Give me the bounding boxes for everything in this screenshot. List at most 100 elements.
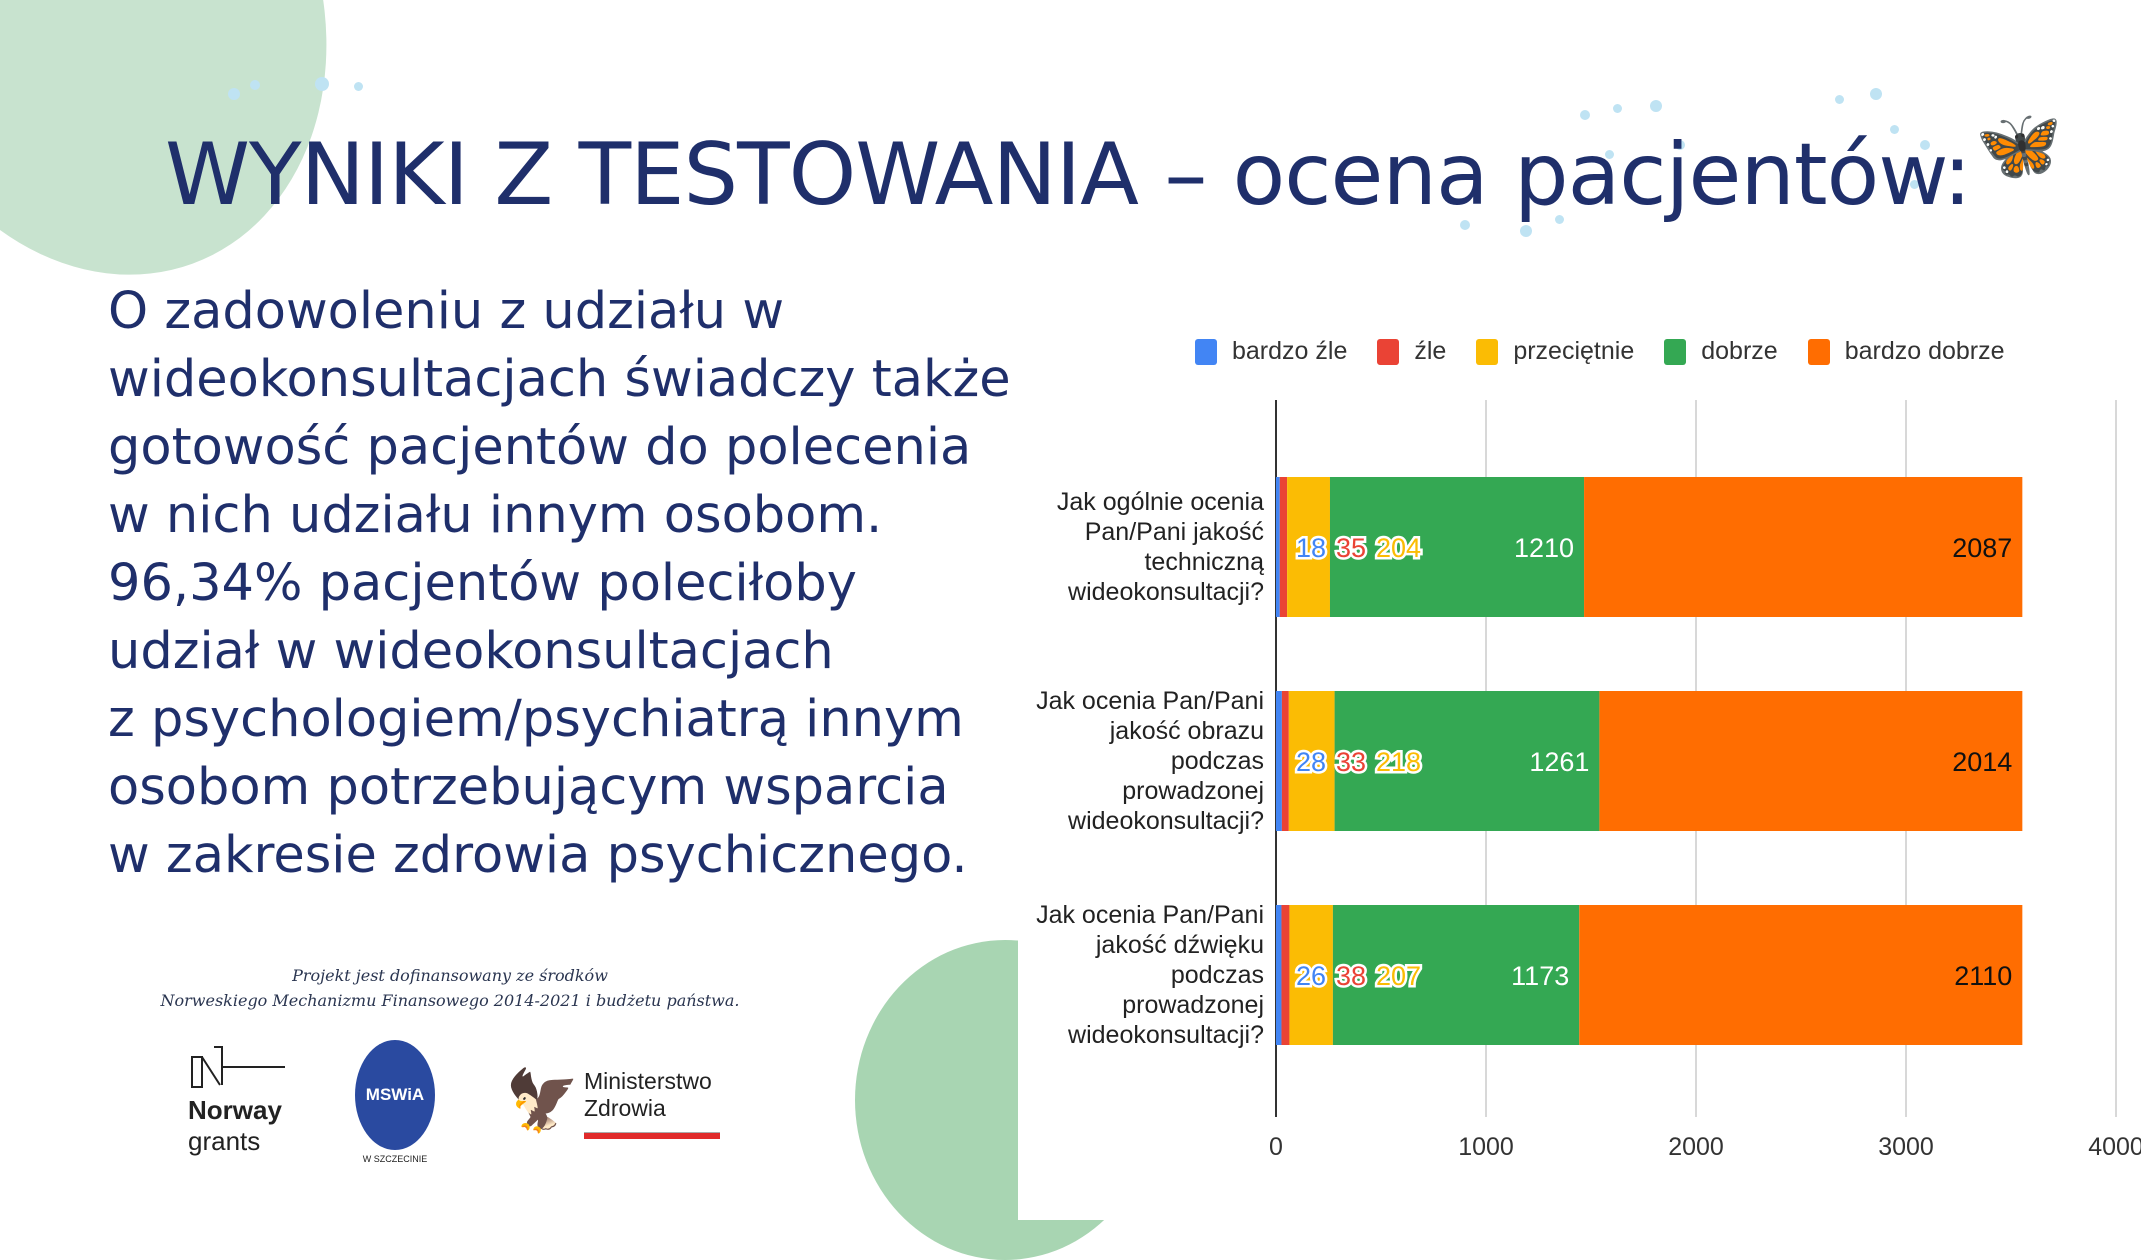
category-label-line: prowadzonej	[1122, 991, 1264, 1019]
norway-grants-logo: Norway grants	[188, 1045, 285, 1157]
bar-segment-3	[1329, 477, 1585, 617]
norway-logo-icon	[191, 1046, 285, 1088]
legend-swatch	[1476, 338, 1499, 365]
data-label: 1261	[1529, 747, 1589, 777]
mswia-logo-subtext: W SZCZECINIE	[362, 1154, 428, 1164]
bar-segment-2	[1289, 905, 1333, 1045]
data-label: 2110	[1954, 961, 2012, 991]
x-tick-label: 2000	[1668, 1133, 1724, 1161]
body-line: z psychologiem/psychiatrą innym	[108, 690, 964, 749]
decorative-dot	[1580, 110, 1590, 120]
legend-label: dobrze	[1701, 337, 1778, 365]
decorative-dot	[250, 80, 260, 90]
category-label-line: wideokonsultacji?	[1068, 1021, 1264, 1049]
category-label-line: podczas	[1170, 961, 1264, 989]
norway-logo-subtext: grants	[188, 1126, 261, 1156]
eagle-emblem-icon: 🦅	[505, 1067, 580, 1134]
bar-segment-2	[1288, 691, 1335, 831]
data-label: 1173	[1511, 961, 1569, 991]
decorative-dot	[1613, 104, 1622, 113]
category-label-line: Jak ocenia Pan/Pani	[1036, 687, 1264, 715]
legend-item: przeciętnie	[1476, 337, 1634, 366]
data-label: 207	[1376, 961, 1421, 991]
data-label: 28	[1296, 747, 1326, 777]
ministry-logo-line: Zdrowia	[584, 1095, 666, 1121]
bar-segment-4	[1584, 477, 2023, 617]
category-label-line: techniczną	[1144, 548, 1264, 576]
body-line: udział w wideokonsultacjach	[108, 622, 834, 681]
category-label-line: wideokonsultacji?	[1068, 578, 1264, 606]
category-label-line: wideokonsultacji?	[1068, 807, 1264, 835]
decorative-dot	[315, 77, 329, 91]
bar-segment-3	[1332, 905, 1580, 1045]
x-tick-label: 3000	[1878, 1133, 1934, 1161]
bar-segment-2	[1287, 477, 1330, 617]
chart-legend: bardzo źle źle przeciętnie dobrze bardzo dob…	[1195, 337, 2035, 366]
data-label: 18	[1296, 533, 1326, 563]
bar-segment-4	[1579, 905, 2023, 1045]
body-text: O zadowoleniu z udziału w wideokonsultac…	[108, 278, 1011, 890]
category-label: Jak ocenia Pan/Pani jakość obrazu podczas p…	[1004, 686, 1264, 836]
decorative-dot	[1920, 140, 1930, 150]
category-label-line: jakość dźwięku	[1095, 931, 1264, 959]
data-label: 204	[1376, 533, 1421, 563]
category-label: Jak ocenia Pan/Pani jakość dźwięku podczas…	[1004, 900, 1264, 1050]
ministry-logo: Ministerstwo Zdrowia	[584, 1068, 720, 1139]
page-title: WYNIKI Z TESTOWANIA – ocena pacjentów:	[165, 125, 1972, 225]
legend-label: bardzo źle	[1232, 337, 1348, 365]
ministry-logo-line: Ministerstwo	[584, 1068, 712, 1094]
bar-segment-1	[1279, 477, 1288, 617]
bar-segment-1	[1281, 905, 1290, 1045]
stacked-bar-chart: 0 1000 2000 3000 4000 18 35 204 1210 2087 28 33 218 1…	[1269, 400, 2141, 1161]
body-line: O zadowoleniu z udziału w	[108, 282, 785, 341]
decorative-dot	[1910, 180, 1919, 189]
decorative-dot	[1605, 150, 1614, 159]
data-label: 2087	[1952, 533, 2012, 563]
data-label: 33	[1336, 747, 1366, 777]
body-line: wideokonsultacjach świadczy także	[108, 350, 1011, 409]
category-label-line: Pan/Pani jakość	[1084, 518, 1264, 546]
x-tick-label: 4000	[2088, 1133, 2141, 1161]
body-line: gotowość pacjentów do polecenia	[108, 418, 972, 477]
decorative-dot	[1520, 225, 1532, 237]
category-label-line: prowadzonej	[1122, 777, 1264, 805]
decorative-dot	[228, 88, 240, 100]
legend-swatch	[1377, 338, 1400, 365]
legend-item: źle	[1377, 337, 1446, 366]
decorative-dot	[1890, 125, 1899, 134]
body-line: w zakresie zdrowia psychicznego.	[108, 826, 968, 885]
decorative-dot	[1870, 88, 1882, 100]
category-label-line: Jak ocenia Pan/Pani	[1036, 901, 1264, 929]
decorative-dot	[354, 82, 363, 91]
category-label: Jak ogólnie ocenia Pan/Pani jakość technic…	[1004, 487, 1264, 607]
ministry-logo-bar	[584, 1132, 720, 1139]
data-label: 26	[1296, 961, 1326, 991]
bar-segment-4	[1599, 691, 2023, 831]
x-tick-label: 0	[1269, 1133, 1283, 1161]
legend-swatch	[1664, 338, 1687, 365]
category-label-line: jakość obrazu	[1109, 717, 1264, 745]
funding-line: Norweskiego Mechanizmu Finansowego 2014-…	[160, 991, 740, 1010]
data-label: 38	[1336, 961, 1366, 991]
decorative-dot	[1835, 95, 1844, 104]
category-label-line: Jak ogólnie ocenia	[1056, 488, 1264, 516]
decorative-dot	[1675, 140, 1685, 150]
legend-swatch	[1195, 338, 1217, 365]
data-label: 35	[1336, 533, 1366, 563]
butterfly-icon: 🦋	[1975, 106, 2063, 184]
decorative-dot	[1460, 220, 1470, 230]
body-line: osobom potrzebującym wsparcia	[108, 758, 949, 817]
decorative-dot	[1555, 215, 1564, 224]
legend-item: dobrze	[1664, 337, 1778, 366]
legend-label: bardzo dobrze	[1844, 337, 2005, 365]
funding-line: Projekt jest dofinansowany ze środków	[292, 966, 608, 985]
legend-swatch	[1807, 338, 1830, 365]
funding-note: Projekt jest dofinansowany ze środków No…	[150, 963, 750, 1013]
bar-segment-0	[1276, 905, 1282, 1045]
x-tick-label: 1000	[1458, 1133, 1514, 1161]
category-label-line: podczas	[1170, 747, 1264, 775]
bar-segment-0	[1276, 691, 1282, 831]
data-label: 2014	[1952, 747, 2012, 777]
norway-logo-text: Norway	[188, 1095, 282, 1125]
data-label: 218	[1376, 747, 1421, 777]
